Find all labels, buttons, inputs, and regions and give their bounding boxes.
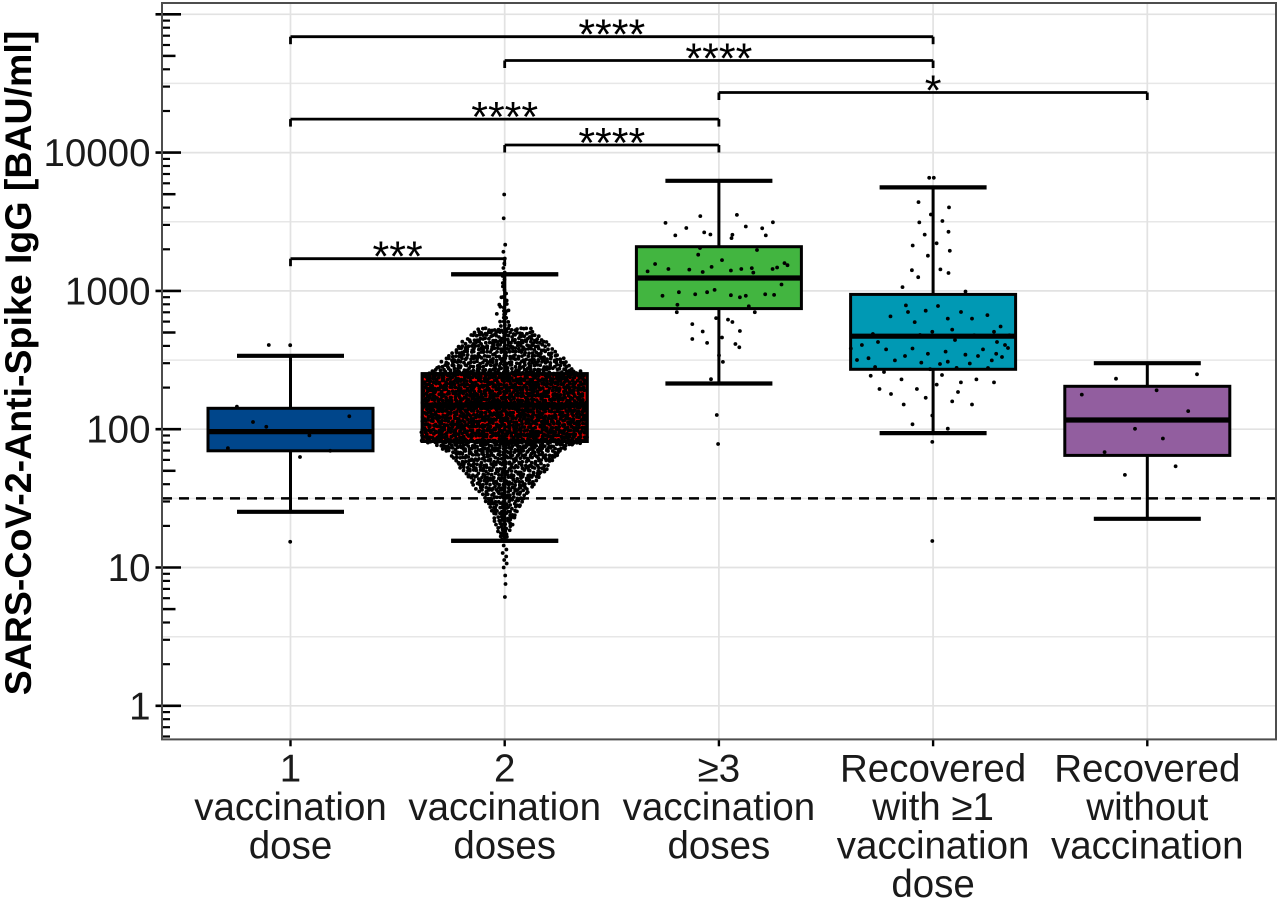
svg-text:***: ***	[372, 233, 422, 281]
svg-text:with ≥1: with ≥1	[871, 786, 994, 829]
svg-text:10: 10	[108, 547, 151, 590]
svg-text:Recovered: Recovered	[1054, 747, 1240, 790]
svg-text:*: *	[925, 67, 942, 115]
svg-text:1: 1	[280, 747, 301, 790]
svg-text:2: 2	[494, 747, 515, 790]
svg-text:1000: 1000	[65, 270, 151, 313]
svg-text:doses: doses	[453, 824, 556, 867]
svg-text:100: 100	[86, 409, 150, 452]
svg-text:1: 1	[129, 685, 150, 728]
svg-text:vaccination: vaccination	[1051, 824, 1244, 867]
svg-text:dose: dose	[891, 863, 975, 906]
svg-text:vaccination: vaccination	[623, 786, 816, 829]
svg-text:****: ****	[471, 94, 538, 142]
svg-text:Recovered: Recovered	[840, 747, 1026, 790]
svg-text:10000: 10000	[43, 132, 150, 175]
svg-text:vaccination: vaccination	[837, 824, 1030, 867]
svg-text:without: without	[1085, 786, 1208, 829]
svg-text:vaccination: vaccination	[408, 786, 601, 829]
svg-text:dose: dose	[249, 824, 333, 867]
svg-text:doses: doses	[668, 824, 771, 867]
svg-text:****: ****	[578, 120, 645, 168]
svg-text:SARS-CoV-2-Anti-Spike IgG [BAU: SARS-CoV-2-Anti-Spike IgG [BAU/ml]	[0, 31, 39, 696]
svg-text:≥3: ≥3	[698, 747, 741, 790]
svg-text:****: ****	[685, 35, 752, 83]
svg-text:****: ****	[578, 11, 645, 59]
svg-text:vaccination: vaccination	[194, 786, 387, 829]
